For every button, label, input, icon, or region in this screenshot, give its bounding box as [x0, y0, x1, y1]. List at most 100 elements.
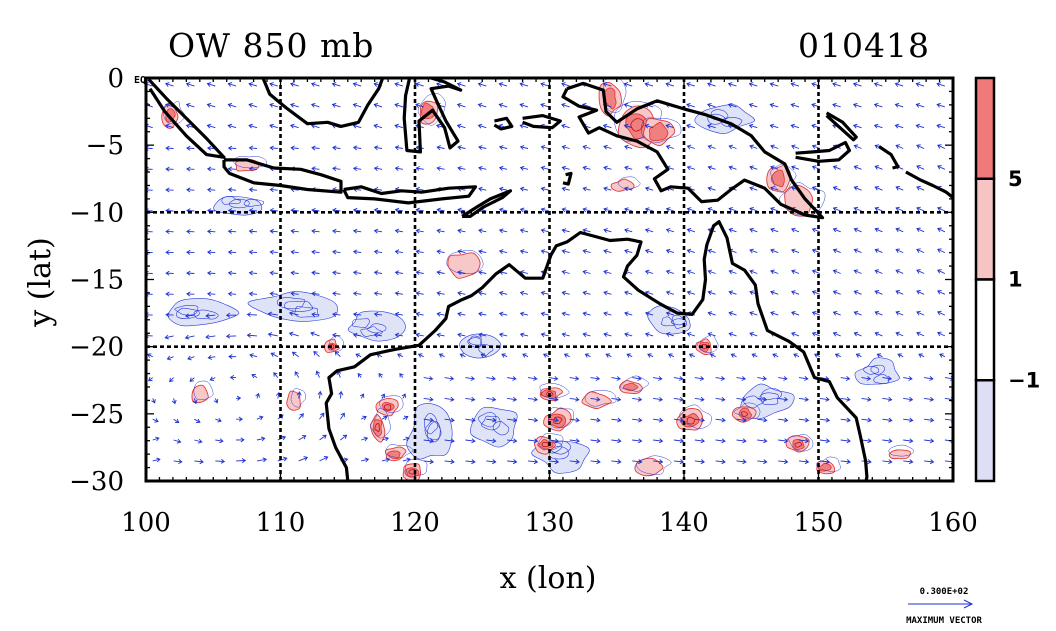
wind-vector: [861, 396, 872, 402]
wind-vector: [228, 354, 237, 360]
wind-vector: [213, 398, 219, 404]
wind-vector: [778, 376, 788, 381]
wind-vector: [355, 353, 362, 358]
wind-vector: [478, 249, 487, 255]
wind-vector: [186, 229, 195, 234]
wind-vector: [730, 353, 737, 358]
wind-vector: [206, 249, 216, 255]
negative-vorticity-contour: [539, 383, 570, 399]
wind-vector: [644, 165, 654, 171]
wind-vector: [644, 228, 654, 233]
wind-vector: [267, 311, 278, 317]
wind-vector: [686, 102, 695, 108]
wind-vector: [918, 353, 925, 358]
wind-vector: [227, 123, 237, 129]
wind-vector: [853, 310, 862, 316]
wind-vector: [206, 229, 216, 234]
coastline-borneo: [261, 78, 385, 129]
wind-vector: [380, 393, 386, 399]
wind-vector: [206, 102, 216, 108]
wind-vector: [173, 459, 183, 465]
wind-vector: [728, 144, 737, 150]
wind-vector: [246, 332, 258, 338]
wind-vector: [707, 82, 716, 87]
wind-vector: [605, 353, 612, 358]
vector-key: 0.300E+02 MAXIMUM VECTOR: [906, 587, 982, 626]
wind-vector: [644, 186, 654, 192]
wind-vector: [694, 459, 706, 465]
positive-vorticity-contour: [546, 390, 554, 397]
wind-vector: [819, 459, 831, 465]
wind-vector: [728, 207, 737, 212]
wind-vector: [256, 457, 268, 463]
wind-vector: [519, 123, 529, 129]
wind-vector: [311, 145, 320, 151]
wind-vector: [778, 417, 789, 423]
wind-vector: [436, 166, 445, 171]
wind-vector: [165, 312, 174, 318]
x-tick-labels: 100 110 120 130 140 150 160: [121, 508, 978, 538]
wind-vector: [373, 311, 383, 317]
wind-vector: [401, 393, 406, 399]
wind-vector: [707, 290, 716, 296]
wind-vector: [937, 269, 946, 274]
wind-vector: [501, 353, 508, 358]
wind-vector: [360, 415, 367, 421]
wind-vector: [152, 418, 159, 423]
wind-vector: [582, 248, 591, 254]
wind-vector: [840, 396, 851, 402]
wind-vector: [248, 145, 258, 151]
wind-vector: [498, 82, 508, 87]
wind-vector: [498, 102, 508, 108]
wind-vector: [873, 123, 883, 129]
wind-vector: [227, 270, 237, 276]
negative-vorticity-contour: [870, 364, 886, 375]
wind-vector: [561, 82, 570, 87]
wind-vector: [798, 438, 810, 444]
wind-vector: [248, 166, 258, 172]
wind-vector: [673, 438, 685, 444]
wind-vector: [603, 332, 612, 337]
wind-vector: [728, 290, 737, 296]
wind-vector: [694, 376, 705, 381]
wind-vector: [626, 353, 633, 358]
wind-vector: [582, 207, 591, 213]
wind-vector: [507, 417, 518, 423]
wind-vector: [290, 123, 299, 129]
wind-vector: [352, 311, 362, 317]
wind-vector: [561, 269, 570, 275]
wind-vector: [769, 102, 779, 108]
wind-vector: [686, 248, 695, 254]
wind-vector: [582, 290, 591, 296]
wind-vector: [832, 82, 841, 87]
wind-vector: [644, 207, 654, 212]
wind-vector: [561, 311, 570, 317]
negative-vorticity-contour: [617, 176, 641, 190]
wind-vector: [653, 396, 664, 402]
wind-vector: [352, 82, 362, 87]
negative-vorticity-region: [854, 357, 900, 385]
wind-vector: [373, 207, 383, 213]
wind-vector: [853, 331, 862, 337]
wind-vector: [770, 311, 779, 316]
wind-vector: [206, 123, 216, 129]
wind-vector: [644, 332, 654, 337]
wind-vector: [916, 206, 925, 212]
wind-vector: [332, 145, 341, 151]
wind-vector: [187, 355, 195, 361]
wind-vector: [269, 291, 278, 297]
wind-vector: [298, 413, 304, 420]
wind-vector: [465, 376, 476, 381]
wind-vector: [456, 102, 466, 108]
wind-vector: [603, 186, 612, 192]
wind-vector: [273, 372, 279, 378]
wind-vector: [152, 457, 161, 463]
wind-vector: [456, 123, 466, 129]
wind-vector: [749, 165, 758, 171]
wind-vector: [903, 459, 914, 465]
wind-vector: [561, 290, 570, 296]
wind-vector: [248, 291, 258, 297]
wind-vector: [227, 166, 237, 172]
wind-vector: [519, 82, 529, 87]
wind-vector: [185, 82, 195, 87]
